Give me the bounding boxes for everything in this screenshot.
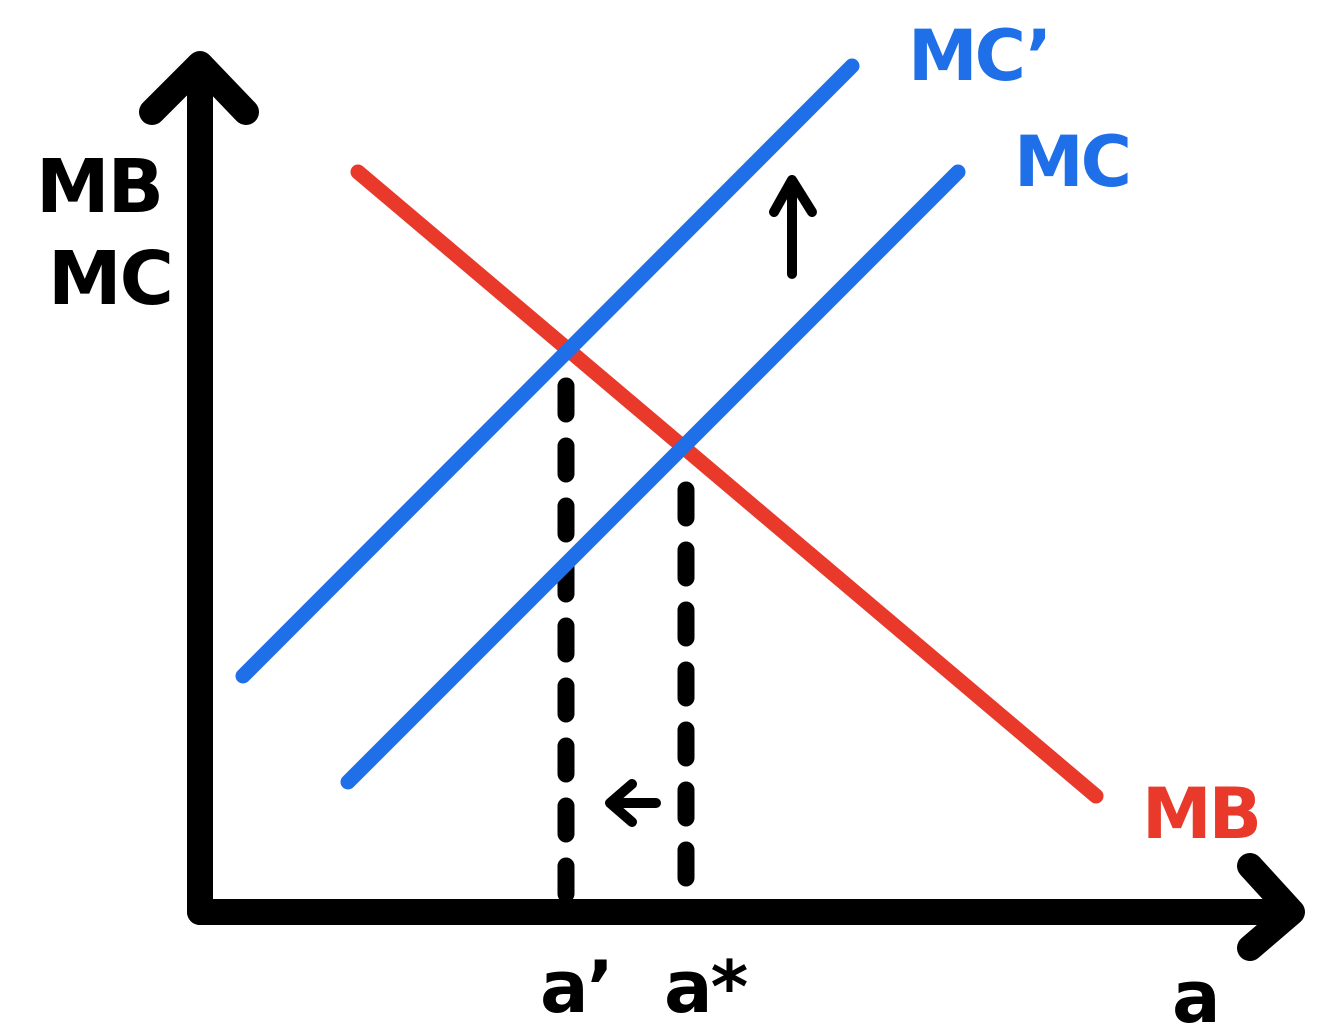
tick-label-a-star: a*	[664, 945, 748, 1029]
y-axis-label-mb: MB	[36, 144, 162, 230]
x-axis-arrowhead-icon	[1237, 853, 1305, 961]
curves	[235, 58, 1104, 804]
axes	[139, 51, 1305, 961]
mc-curve	[340, 164, 966, 790]
arrow-left-icon	[605, 779, 661, 827]
mc-shifted-curve	[235, 58, 860, 684]
y-axis-arrowhead-icon	[139, 51, 259, 125]
tick-label-a-prime: a’	[540, 945, 612, 1029]
x-axis-label: a	[1172, 955, 1219, 1035]
mc-shifted-label: MC’	[908, 15, 1049, 97]
mb-label: MB	[1142, 773, 1259, 855]
mc-label: MC	[1014, 121, 1129, 203]
y-axis-label-mc: MC	[48, 236, 172, 322]
drop-lines	[557, 377, 695, 909]
mb-curve	[350, 164, 1104, 804]
arrow-up-icon	[769, 175, 817, 279]
